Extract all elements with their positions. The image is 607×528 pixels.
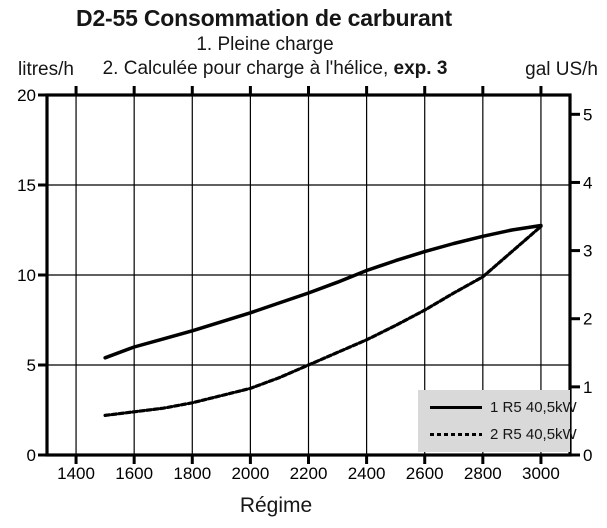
right-axis-tick-label: 3 — [583, 242, 592, 261]
right-axis-unit-label: gal US/h — [525, 59, 598, 80]
bottom-axis-tick-label: 3000 — [522, 464, 560, 483]
bottom-axis-tick-label: 1400 — [57, 464, 95, 483]
legend-label: 2 R5 40,5kW — [490, 425, 577, 443]
bottom-axis-tick-label: 1800 — [173, 464, 211, 483]
series-line-2 — [103, 224, 543, 417]
chart-subtitle-full-load: 1. Pleine charge — [196, 34, 334, 55]
left-axis-tick-label: 20 — [17, 86, 36, 105]
left-axis-tick-label: 15 — [17, 176, 36, 195]
bottom-axis-tick-label: 2400 — [348, 464, 386, 483]
left-axis-tick-label: 10 — [17, 266, 36, 285]
legend-entry-full-load: 1 R5 40,5kW — [418, 399, 577, 416]
chart-title: D2-55 Consommation de carburant — [76, 5, 452, 31]
bottom-axis-tick-label: 1600 — [115, 464, 153, 483]
right-axis-tick-label: 2 — [583, 310, 592, 329]
right-axis-tick-label: 5 — [583, 105, 592, 124]
bottom-axis-tick-label: 2000 — [231, 464, 269, 483]
x-axis-title: Régime — [239, 494, 313, 517]
subtitle2-prefix: 2. Calculée pour charge à l'hélice, — [102, 58, 394, 79]
dashed-line-sample-icon — [430, 432, 482, 436]
right-axis-tick-label: 4 — [583, 173, 592, 192]
chart-legend: 1 R5 40,5kW 2 R5 40,5kW — [418, 390, 577, 452]
legend-label: 1 R5 40,5kW — [490, 399, 577, 417]
left-axis-unit-label: litres/h — [18, 59, 74, 80]
subtitle2-exponent: exp. 3 — [393, 58, 448, 79]
right-axis-tick-label: 1 — [583, 378, 592, 397]
solid-line-sample-icon — [430, 406, 482, 410]
legend-entry-propeller-load: 2 R5 40,5kW — [418, 426, 577, 443]
chart-subtitle-propeller-law: 2. Calculée pour charge à l'hélice, exp.… — [0, 58, 550, 80]
right-axis-tick-label: 0 — [583, 446, 592, 465]
bottom-axis-tick-label: 2200 — [290, 464, 328, 483]
series-line-1 — [103, 223, 543, 360]
left-axis-tick-label: 5 — [27, 356, 36, 375]
bottom-axis-tick-label: 2800 — [464, 464, 502, 483]
left-axis-tick-label: 0 — [27, 446, 36, 465]
bottom-axis-tick-label: 2600 — [406, 464, 444, 483]
